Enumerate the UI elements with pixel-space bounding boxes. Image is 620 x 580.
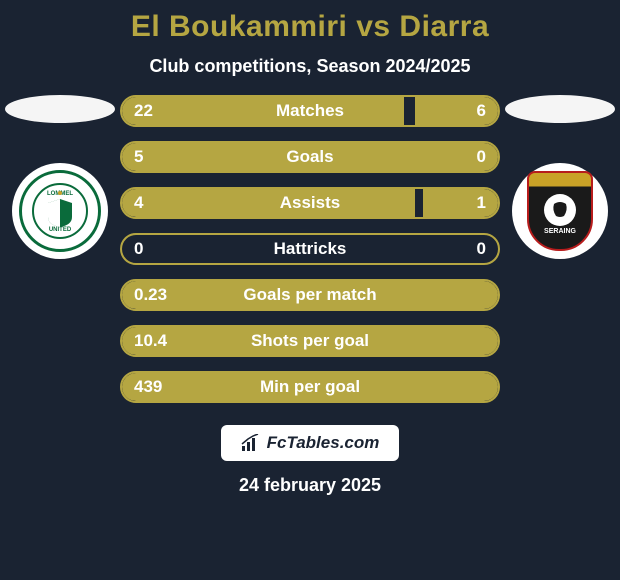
branding-badge[interactable]: FcTables.com — [221, 425, 400, 461]
club-crest-right-inner: SERAING — [527, 171, 593, 251]
player-right-photo — [505, 95, 615, 123]
player-right-col: SERAING — [500, 95, 620, 259]
club-crest-left: LOMMEL UNITED — [12, 163, 108, 259]
stat-value-right: 1 — [477, 193, 486, 213]
svg-text:UNITED: UNITED — [49, 227, 72, 233]
stat-row: 10.4Shots per goal — [120, 325, 500, 357]
stat-row: 439Min per goal — [120, 371, 500, 403]
chart-icon — [241, 434, 261, 452]
comparison-card: El Boukammiri vs Diarra Club competition… — [0, 0, 620, 580]
stat-label: Min per goal — [122, 377, 498, 397]
crest-left-icon: LOMMEL UNITED — [30, 181, 90, 241]
branding-text: FcTables.com — [267, 433, 380, 453]
stat-row: 22Matches6 — [120, 95, 500, 127]
main-row: LOMMEL UNITED 22Matches6 5Goals0 4Assists1… — [0, 95, 620, 403]
stat-row: 0Hattricks0 — [120, 233, 500, 265]
stat-label: Assists — [122, 193, 498, 213]
subtitle: Club competitions, Season 2024/2025 — [149, 56, 470, 77]
stat-value-right: 6 — [477, 101, 486, 121]
crest-right-label: SERAING — [544, 228, 576, 235]
club-crest-left-inner: LOMMEL UNITED — [19, 170, 101, 252]
player-left-col: LOMMEL UNITED — [0, 95, 120, 259]
stat-label: Goals per match — [122, 285, 498, 305]
page-title: El Boukammiri vs Diarra — [131, 10, 489, 44]
stat-label: Goals — [122, 147, 498, 167]
crest-right-lion-icon — [544, 194, 576, 226]
stats-bars: 22Matches65Goals04Assists10Hattricks00.2… — [120, 95, 500, 403]
date-label: 24 february 2025 — [239, 475, 381, 496]
stat-label: Hattricks — [122, 239, 498, 259]
club-crest-right: SERAING — [512, 163, 608, 259]
stat-row: 0.23Goals per match — [120, 279, 500, 311]
stat-label: Shots per goal — [122, 331, 498, 351]
stat-value-right: 0 — [477, 147, 486, 167]
stat-row: 4Assists1 — [120, 187, 500, 219]
stat-value-right: 0 — [477, 239, 486, 259]
player-left-photo — [5, 95, 115, 123]
stat-row: 5Goals0 — [120, 141, 500, 173]
stat-label: Matches — [122, 101, 498, 121]
